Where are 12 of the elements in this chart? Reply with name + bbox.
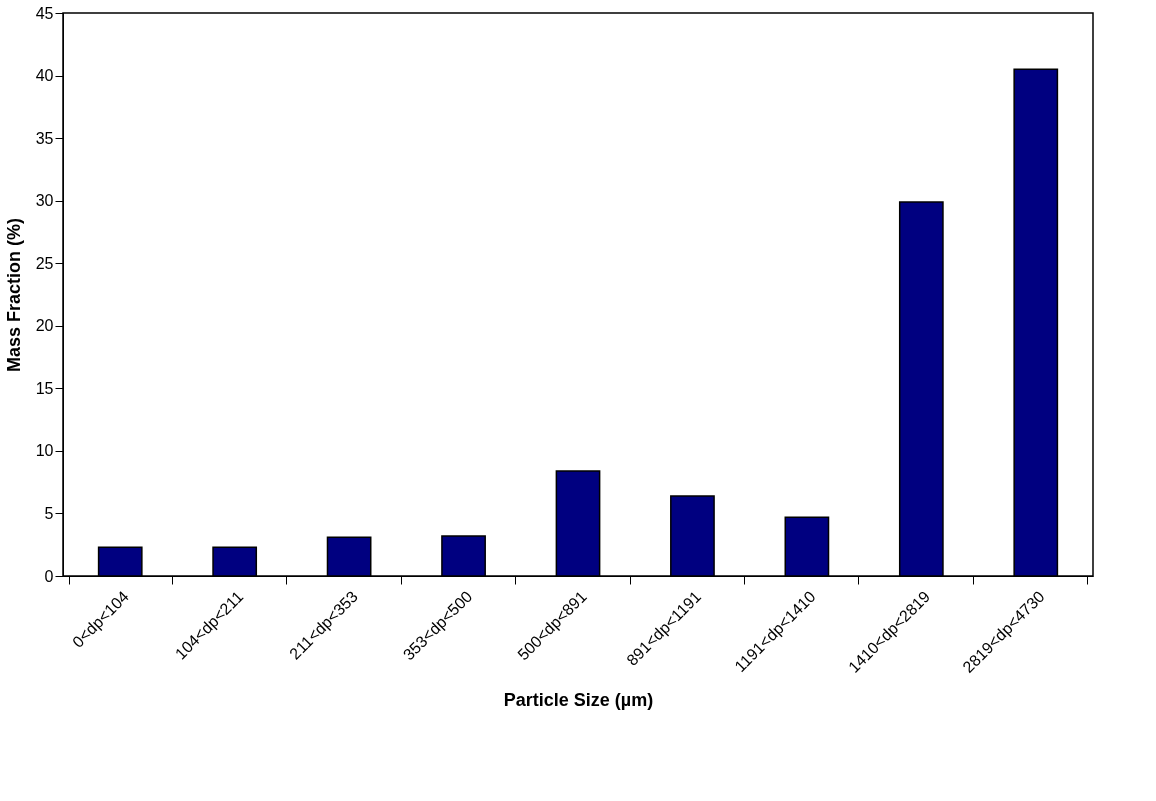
y-tick-label: 0 <box>44 567 54 585</box>
y-tick-label: 25 <box>35 254 54 272</box>
y-tick-label: 20 <box>35 317 54 335</box>
y-tick-label: 10 <box>35 442 54 460</box>
y-tick-label: 5 <box>44 504 54 522</box>
x-axis-title: Particle Size (µm) <box>503 689 654 710</box>
y-tick-label: 30 <box>35 192 54 210</box>
y-tick-label: 35 <box>35 129 54 147</box>
y-axis-title: Mass Fraction (%) <box>3 217 24 373</box>
y-tick-label: 15 <box>35 379 54 397</box>
y-tick-label: 40 <box>35 67 54 85</box>
y-tick-label: 45 <box>35 4 54 22</box>
